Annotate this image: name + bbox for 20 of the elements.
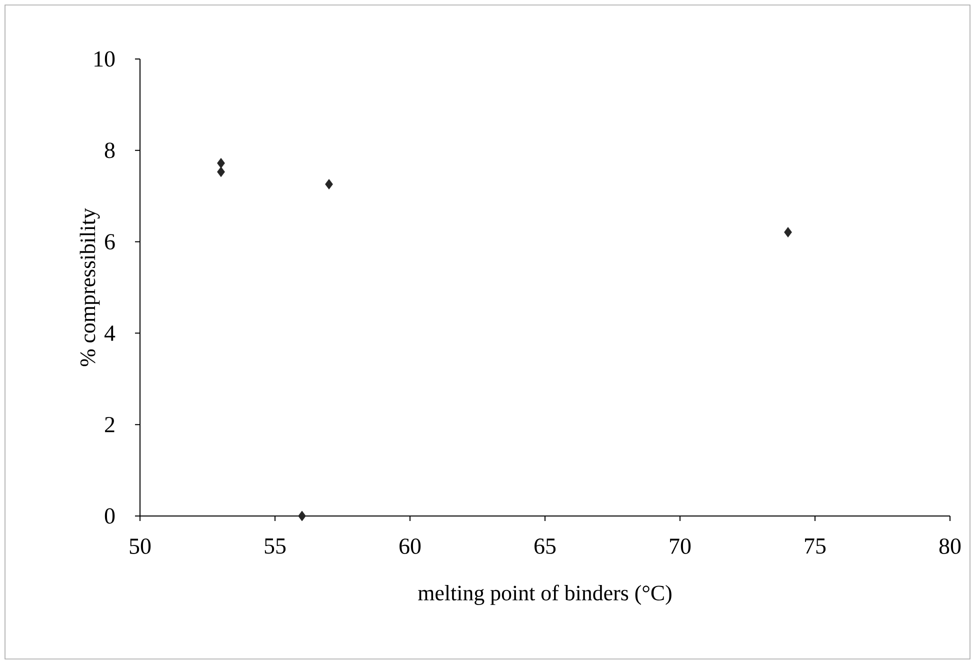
x-tick-label: 65 (534, 538, 556, 554)
y-tick-label: 0 (104, 508, 115, 524)
y-tick-label: 6 (105, 234, 115, 250)
x-axis-title: melting point of binders (°C) (418, 584, 672, 605)
y-tick-label: 8 (104, 142, 115, 158)
y-axis-title: % compressibility (80, 208, 100, 366)
x-tick-label: 75 (805, 538, 826, 554)
point (217, 158, 225, 168)
x-tick-label: 60 (400, 538, 421, 554)
x-tick-label: 80 (939, 538, 961, 554)
x-tick-label: 55 (264, 538, 286, 554)
point (298, 510, 306, 522)
point (784, 226, 792, 238)
point (325, 179, 333, 190)
y-tick-label: 10 (94, 51, 115, 67)
point (217, 166, 225, 178)
y-tick-label: 2 (105, 417, 114, 432)
x-tick-label: 70 (670, 538, 691, 554)
y-tick-label: 4 (104, 326, 116, 341)
x-tick-label: 50 (130, 538, 151, 554)
